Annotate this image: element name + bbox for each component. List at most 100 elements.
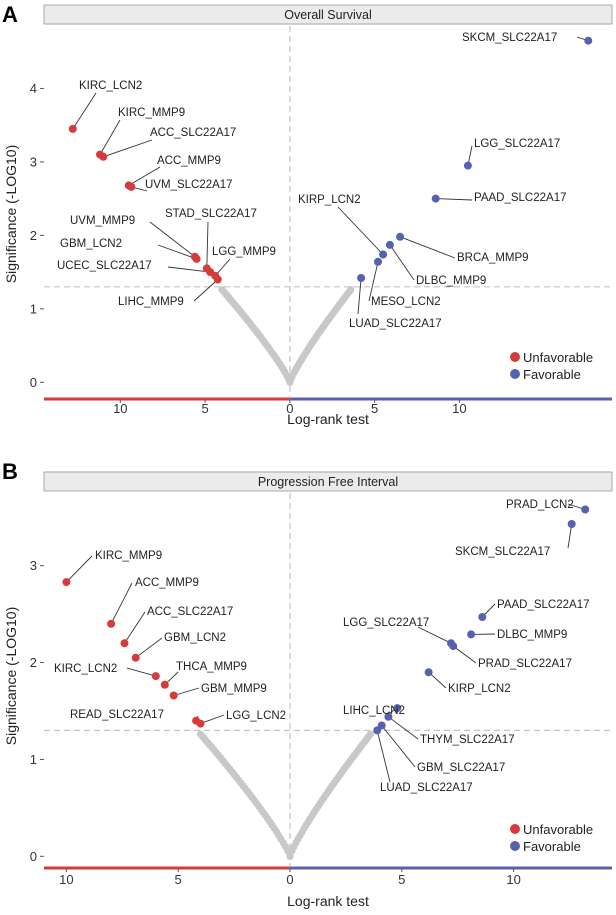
panel-b-legend: Unfavorable Favorable <box>510 822 593 854</box>
panel-a: A Overall Survival 10 5 0 5 10 0 1 2 3 4 SKCM_SLC… <box>2 2 613 427</box>
panel-b-point-kirc_lcn2 <box>151 672 160 681</box>
panel-b-leader-line <box>452 645 477 664</box>
panel-a-insignificant-points <box>218 286 355 386</box>
legend-unfavorable-label: Unfavorable <box>523 822 593 837</box>
panel-b-leader-line <box>417 626 452 644</box>
panel-b-point-prad_lcn2 <box>581 505 590 514</box>
panel-b-axis-ticks: 10 5 0 5 10 0 1 2 3 <box>30 558 521 887</box>
panel-a-point-lgg_slc22a17 <box>463 161 472 170</box>
panel-a-label-luad_slc22a17: LUAD_SLC22A17 <box>349 318 442 330</box>
panel-b-point-gbm_mmp9 <box>169 691 178 700</box>
panel-b-point-lihc_lcn2 <box>393 704 402 713</box>
panel-b-point-labels: PRAD_LCN2 SKCM_SLC22A17 KIRC_MMP9 ACC_MMP9 A… <box>54 499 589 794</box>
panel-a-x-tick-label: 10 <box>113 401 127 416</box>
legend-unfavorable-label: Unfavorable <box>523 350 593 365</box>
panel-a-leader-line <box>389 244 415 281</box>
panel-letter-b: B <box>2 459 18 484</box>
panel-a-title: Overall Survival <box>284 8 372 22</box>
panel-a-label-acc_slc22a17: ACC_SLC22A17 <box>150 127 236 139</box>
panel-b-significant-points <box>62 505 590 735</box>
panel-a-x-tick-label: 0 <box>286 401 293 416</box>
panel-a-label-gbm_lcn2: GBM_LCN2 <box>60 238 122 250</box>
panel-a-point-paad_slc22a17 <box>431 194 440 203</box>
legend-favorable-label: Favorable <box>523 367 581 382</box>
panel-b-label-prad_slc22a17: PRAD_SLC22A17 <box>478 658 572 670</box>
panel-b-x-tick-label: 10 <box>59 872 73 887</box>
panel-letter-a: A <box>2 2 18 27</box>
panel-a-leader-line <box>103 139 153 158</box>
panel-b-label-prad_lcn2: PRAD_LCN2 <box>506 499 574 511</box>
panel-a-label-lgg_slc22a17: LGG_SLC22A17 <box>474 138 560 150</box>
panel-a-label-brca_mmp9: BRCA_MMP9 <box>457 252 529 264</box>
panel-a-label-stad_slc22a17: STAD_SLC22A17 <box>165 208 257 220</box>
panel-a-axis-ticks: 10 5 0 5 10 0 1 2 3 4 <box>30 81 467 416</box>
panel-b-guide-lines <box>44 493 612 866</box>
panel-a-leader-line <box>167 266 211 273</box>
panel-b-label-kirp_lcn2: KIRP_LCN2 <box>448 683 511 695</box>
panel-a-guide-lines <box>44 26 612 397</box>
panel-b-insignificant-points <box>196 730 375 860</box>
panel-a-point-kirc_lcn2 <box>68 124 77 133</box>
legend-favorable-marker <box>510 841 520 851</box>
panel-b-title: Progression Free Interval <box>258 475 398 489</box>
panel-a-point-labels: SKCM_SLC22A17 KIRC_LCN2 KIRC_MMP9 ACC_SLC22… <box>57 32 566 330</box>
panel-b-point-paad_slc22a17 <box>478 613 487 621</box>
panel-a-label-kirc_lcn2: KIRC_LCN2 <box>79 80 142 92</box>
panel-a-leader-line <box>368 261 379 302</box>
panel-a-point-lihc_mmp9 <box>213 275 222 284</box>
panel-b-x-tick-label: 5 <box>398 872 405 887</box>
panel-a-y-tick-label: 4 <box>30 81 37 96</box>
panel-a-x-tick-label: 5 <box>371 401 378 416</box>
panel-b-leader-line <box>381 725 416 768</box>
panel-b-point-luad_slc22a17 <box>373 726 382 735</box>
panel-b-label-lgg_lcn2: LGG_LCN2 <box>226 710 286 722</box>
panel-b-leader-line <box>200 714 225 725</box>
panel-a-leader-line <box>193 279 219 302</box>
panel-b-point-kirp_lcn2 <box>424 668 433 677</box>
panel-b: B Progression Free Interval 10 5 0 5 100123 … <box>2 459 613 909</box>
panel-b-label-lihc_lcn2: LIHC_LCN2 <box>343 705 405 717</box>
panel-a-point-dlbc_mmp9 <box>385 240 394 249</box>
legend-unfavorable-marker <box>510 824 520 834</box>
panel-b-insignificant-point <box>366 730 375 738</box>
panel-b-point-lgg_lcn2 <box>196 719 205 728</box>
panel-a-leader-line <box>99 119 121 155</box>
legend-unfavorable-marker <box>510 352 520 362</box>
panel-a-significant-points <box>68 36 593 284</box>
panel-b-leader-line <box>126 667 156 677</box>
panel-a-point-brca_mmp9 <box>396 232 405 241</box>
panel-b-leader-line <box>567 523 573 549</box>
panel-b-label-gbm_lcn2: GBM_LCN2 <box>164 632 226 644</box>
panel-a-y-axis-title: Significance (-LOG10) <box>3 145 19 284</box>
panel-b-label-kirc_mmp9: KIRC_MMP9 <box>95 550 162 562</box>
panel-a-label-skcm_slc22a17: SKCM_SLC22A17 <box>462 32 557 44</box>
panel-a-y-tick-label: 2 <box>30 228 37 243</box>
panel-b-point-dlbc_mmp9 <box>467 630 476 639</box>
panel-a-label-acc_mmp9: ACC_MMP9 <box>157 155 221 167</box>
panel-a-insignificant-point <box>218 286 226 294</box>
panel-a-y-tick-label: 1 <box>30 301 37 316</box>
panel-a-point-kirp_lcn2 <box>379 250 388 259</box>
panel-b-label-thca_mmp9: THCA_MMP9 <box>176 661 247 673</box>
legend-favorable-label: Favorable <box>523 839 581 854</box>
panel-b-insignificant-point <box>196 730 205 738</box>
panel-b-x-tick-label: 0 <box>286 872 293 887</box>
panel-b-point-thca_mmp9 <box>160 680 169 689</box>
panel-b-leader-line <box>124 611 146 644</box>
panel-a-point-gbm_lcn2 <box>192 254 201 263</box>
panel-b-point-acc_slc22a17 <box>120 639 129 648</box>
panel-a-legend: Unfavorable Favorable <box>510 350 593 382</box>
panel-a-label-uvm_slc22a17: UVM_SLC22A17 <box>145 179 233 191</box>
panel-b-label-acc_mmp9: ACC_MMP9 <box>135 577 199 589</box>
panel-a-point-luad_slc22a17 <box>357 274 366 282</box>
panel-a-label-kirc_mmp9: KIRC_MMP9 <box>118 107 185 119</box>
panel-b-leader-line <box>135 637 163 659</box>
panel-b-y-tick-label: 3 <box>30 558 37 573</box>
panel-a-point-meso_lcn2 <box>374 257 382 266</box>
legend-favorable-marker <box>510 369 520 379</box>
panel-b-point-kirc_mmp9 <box>62 578 71 587</box>
panel-b-x-tick-label: 10 <box>506 872 520 887</box>
panel-a-y-tick-label: 3 <box>30 154 37 169</box>
panel-a-label-dlbc_mmp9: DLBC_MMP9 <box>416 275 486 287</box>
